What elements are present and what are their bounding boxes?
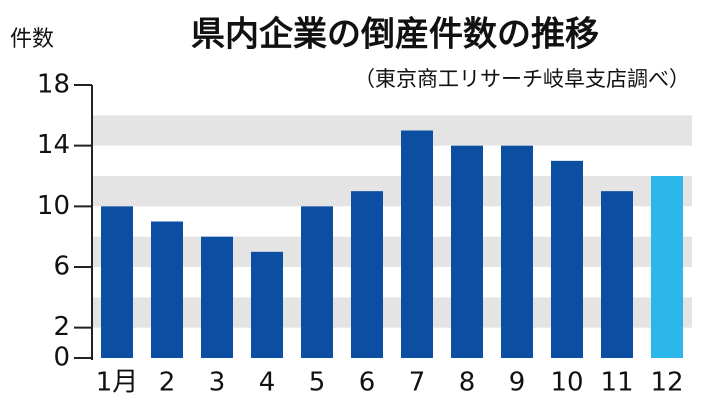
bar xyxy=(301,206,333,358)
bar xyxy=(151,221,183,358)
y-tick-label: 14 xyxy=(37,130,70,160)
x-tick-label: 12 xyxy=(650,368,683,398)
chart-title: 県内企業の倒産件数の推移 xyxy=(191,15,599,55)
bar xyxy=(601,191,633,358)
grid-band xyxy=(92,176,692,207)
bar xyxy=(201,236,233,358)
y-tick-label: 0 xyxy=(53,343,70,373)
x-tick-label: 3 xyxy=(209,368,226,398)
x-tick-label: 11 xyxy=(600,368,633,398)
x-tick-label: 7 xyxy=(409,368,426,398)
bar xyxy=(351,191,383,358)
x-tick-label: 2 xyxy=(159,368,176,398)
x-tick-label: 8 xyxy=(459,368,476,398)
bar xyxy=(651,176,683,358)
bar xyxy=(451,145,483,358)
y-tick-label: 10 xyxy=(37,191,70,221)
y-tick-label: 2 xyxy=(53,312,70,342)
y-tick-label: 6 xyxy=(53,252,70,282)
grid-band xyxy=(92,297,692,328)
x-tick-label: 6 xyxy=(359,368,376,398)
bar xyxy=(551,160,583,358)
x-tick-label: 10 xyxy=(550,368,583,398)
x-tick-label: 9 xyxy=(509,368,526,398)
bar xyxy=(501,145,533,358)
x-tick-label: 1月 xyxy=(96,368,139,398)
grid-bands xyxy=(92,115,692,328)
bar xyxy=(401,130,433,358)
y-axis-label: 件数 xyxy=(10,27,54,52)
grid-band xyxy=(92,236,692,267)
chart-subtitle: （東京商工リサーチ岐阜支店調べ） xyxy=(354,67,690,91)
bar xyxy=(251,251,283,358)
x-tick-label: 5 xyxy=(309,368,326,398)
bar xyxy=(101,206,133,358)
x-tick-label: 4 xyxy=(259,368,276,398)
grid-band xyxy=(92,115,692,146)
y-tick-label: 18 xyxy=(37,70,70,100)
